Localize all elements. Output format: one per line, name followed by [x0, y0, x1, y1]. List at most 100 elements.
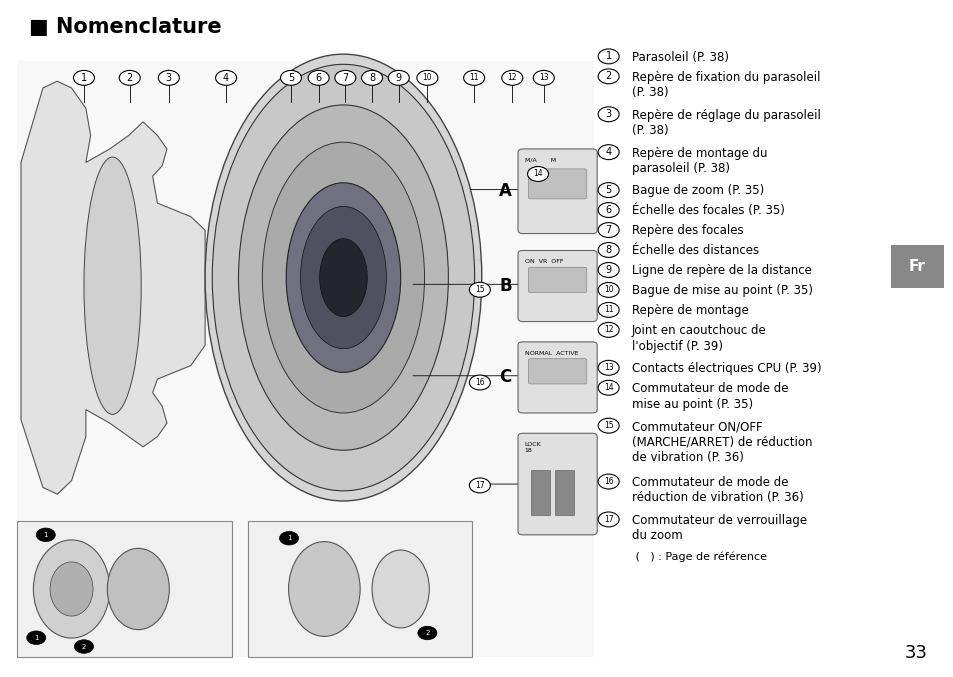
- Text: Bague de zoom (P. 35): Bague de zoom (P. 35): [631, 184, 763, 198]
- Text: Commutateur ON/OFF
(MARCHE/ARRET) de réduction
de vibration (P. 36): Commutateur ON/OFF (MARCHE/ARRET) de réd…: [631, 420, 811, 464]
- Circle shape: [73, 70, 94, 85]
- Text: Repère de montage du
parasoleil (P. 38): Repère de montage du parasoleil (P. 38): [631, 146, 766, 175]
- Ellipse shape: [319, 238, 367, 316]
- Text: 13: 13: [603, 364, 613, 372]
- Text: 11: 11: [603, 305, 613, 314]
- Circle shape: [36, 528, 55, 542]
- Text: 2: 2: [82, 644, 86, 649]
- Circle shape: [598, 282, 618, 297]
- Text: Fr: Fr: [908, 259, 924, 274]
- Circle shape: [598, 145, 618, 160]
- Circle shape: [215, 70, 236, 85]
- FancyBboxPatch shape: [528, 359, 586, 384]
- Circle shape: [469, 375, 490, 390]
- Text: 1: 1: [287, 536, 291, 541]
- FancyBboxPatch shape: [517, 149, 597, 234]
- Circle shape: [598, 512, 618, 527]
- FancyBboxPatch shape: [517, 433, 597, 535]
- Circle shape: [158, 70, 179, 85]
- Circle shape: [598, 418, 618, 433]
- Circle shape: [527, 167, 548, 181]
- Circle shape: [533, 70, 554, 85]
- Text: 16: 16: [603, 477, 613, 486]
- Circle shape: [598, 202, 618, 217]
- Ellipse shape: [205, 54, 481, 501]
- FancyBboxPatch shape: [531, 470, 550, 515]
- Ellipse shape: [212, 64, 474, 491]
- Text: 15: 15: [475, 285, 484, 294]
- Text: 1: 1: [34, 635, 38, 640]
- Bar: [17, 61, 594, 657]
- FancyBboxPatch shape: [528, 267, 586, 292]
- Circle shape: [598, 223, 618, 238]
- Circle shape: [280, 70, 301, 85]
- Text: 7: 7: [342, 73, 348, 83]
- Text: Parasoleil (P. 38): Parasoleil (P. 38): [631, 51, 728, 64]
- Circle shape: [598, 360, 618, 375]
- Text: 5: 5: [605, 185, 611, 195]
- Circle shape: [119, 70, 140, 85]
- FancyBboxPatch shape: [528, 169, 586, 199]
- Text: NORMAL  ACTIVE: NORMAL ACTIVE: [524, 351, 578, 355]
- Text: 1: 1: [605, 51, 611, 62]
- Text: 4: 4: [223, 73, 229, 83]
- Circle shape: [598, 380, 618, 395]
- Text: 9: 9: [605, 265, 611, 275]
- Text: 14: 14: [603, 383, 613, 392]
- Circle shape: [598, 322, 618, 337]
- Circle shape: [463, 70, 484, 85]
- Text: 12: 12: [507, 73, 517, 83]
- Text: Commutateur de mode de
réduction de vibration (P. 36): Commutateur de mode de réduction de vibr…: [631, 476, 802, 504]
- Ellipse shape: [50, 562, 92, 616]
- Text: Contacts électriques CPU (P. 39): Contacts électriques CPU (P. 39): [631, 362, 821, 375]
- FancyBboxPatch shape: [555, 470, 574, 515]
- Circle shape: [598, 69, 618, 84]
- Circle shape: [469, 478, 490, 493]
- Text: Repère des focales: Repère des focales: [631, 224, 742, 238]
- Circle shape: [598, 107, 618, 122]
- Circle shape: [417, 626, 436, 640]
- Text: 2: 2: [127, 73, 132, 83]
- Circle shape: [469, 282, 490, 297]
- Circle shape: [501, 70, 522, 85]
- Text: B: B: [498, 277, 512, 295]
- Text: 2: 2: [425, 630, 429, 636]
- Text: 2: 2: [605, 71, 611, 81]
- Text: 17: 17: [475, 481, 484, 490]
- Text: Repère de réglage du parasoleil
(P. 38): Repère de réglage du parasoleil (P. 38): [631, 108, 820, 137]
- Ellipse shape: [238, 105, 448, 450]
- Bar: [17, 521, 232, 657]
- Text: C: C: [499, 368, 511, 387]
- Ellipse shape: [288, 542, 359, 636]
- Circle shape: [308, 70, 329, 85]
- Circle shape: [598, 474, 618, 489]
- Text: Repère de fixation du parasoleil
(P. 38): Repère de fixation du parasoleil (P. 38): [631, 70, 820, 100]
- Text: 6: 6: [315, 73, 321, 83]
- Text: 3: 3: [166, 73, 172, 83]
- Text: ON  VR  OFF: ON VR OFF: [524, 259, 562, 264]
- Text: 1: 1: [81, 73, 87, 83]
- Ellipse shape: [108, 548, 170, 630]
- Ellipse shape: [372, 550, 429, 628]
- Text: Échelle des focales (P. 35): Échelle des focales (P. 35): [631, 204, 783, 217]
- Text: A: A: [498, 182, 512, 200]
- Text: 13: 13: [538, 73, 548, 83]
- Ellipse shape: [33, 540, 110, 638]
- FancyBboxPatch shape: [890, 245, 943, 288]
- Text: 6: 6: [605, 205, 611, 215]
- Circle shape: [335, 70, 355, 85]
- Ellipse shape: [262, 142, 424, 413]
- Text: 8: 8: [605, 245, 611, 255]
- Text: Commutateur de mode de
mise au point (P. 35): Commutateur de mode de mise au point (P.…: [631, 382, 787, 411]
- Text: Ligne de repère de la distance: Ligne de repère de la distance: [631, 264, 811, 278]
- Text: 12: 12: [603, 326, 613, 334]
- Text: LOCK
18: LOCK 18: [524, 442, 541, 453]
- Text: 10: 10: [603, 286, 613, 294]
- Text: 11: 11: [469, 73, 478, 83]
- Circle shape: [598, 242, 618, 257]
- Circle shape: [279, 531, 298, 545]
- Ellipse shape: [300, 206, 386, 349]
- Text: 10: 10: [422, 73, 432, 83]
- Text: Bague de mise au point (P. 35): Bague de mise au point (P. 35): [631, 284, 812, 297]
- Text: 16: 16: [475, 378, 484, 387]
